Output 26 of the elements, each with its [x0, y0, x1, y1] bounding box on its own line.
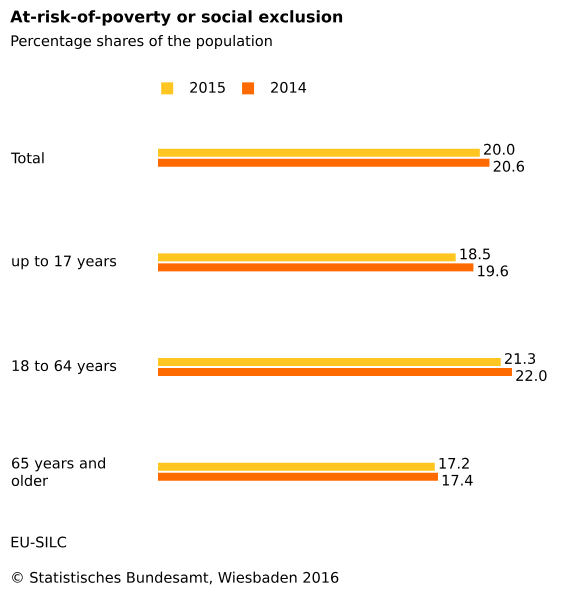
bar — [158, 158, 490, 167]
bar — [158, 358, 501, 366]
chart-subtitle: Percentage shares of the population — [12, 34, 272, 50]
data-label: 17.4 — [442, 474, 473, 486]
data-label: 20.0 — [484, 144, 514, 155]
y-tick-label: 18 to 64 years — [12, 360, 116, 374]
bar — [158, 263, 474, 272]
data-label: 17.2 — [440, 458, 469, 469]
y-tick-label: Total — [10, 152, 44, 164]
data-label: 20.6 — [494, 160, 524, 172]
y-tick-label: up to 17 years — [12, 256, 116, 270]
y-tick-label: 65 years and older — [12, 457, 106, 486]
bar — [158, 253, 456, 262]
text: EU-SILC — [12, 536, 66, 548]
bar — [158, 462, 435, 471]
text: © Statistisches Bundesamt, Wiesbaden 2016 — [12, 572, 338, 584]
data-label: 18.5 — [460, 248, 490, 260]
chart-title: At-risk-of-poverty or social exclusion — [10, 10, 342, 26]
bar — [158, 148, 480, 157]
data-label: 19.6 — [478, 265, 508, 276]
legend-label: 2015 — [190, 82, 225, 93]
bar — [158, 368, 512, 376]
bar — [158, 472, 438, 481]
data-label: 21.3 — [505, 353, 536, 364]
legend-label: 2014 — [271, 82, 306, 93]
data-label: 22.0 — [516, 370, 547, 382]
